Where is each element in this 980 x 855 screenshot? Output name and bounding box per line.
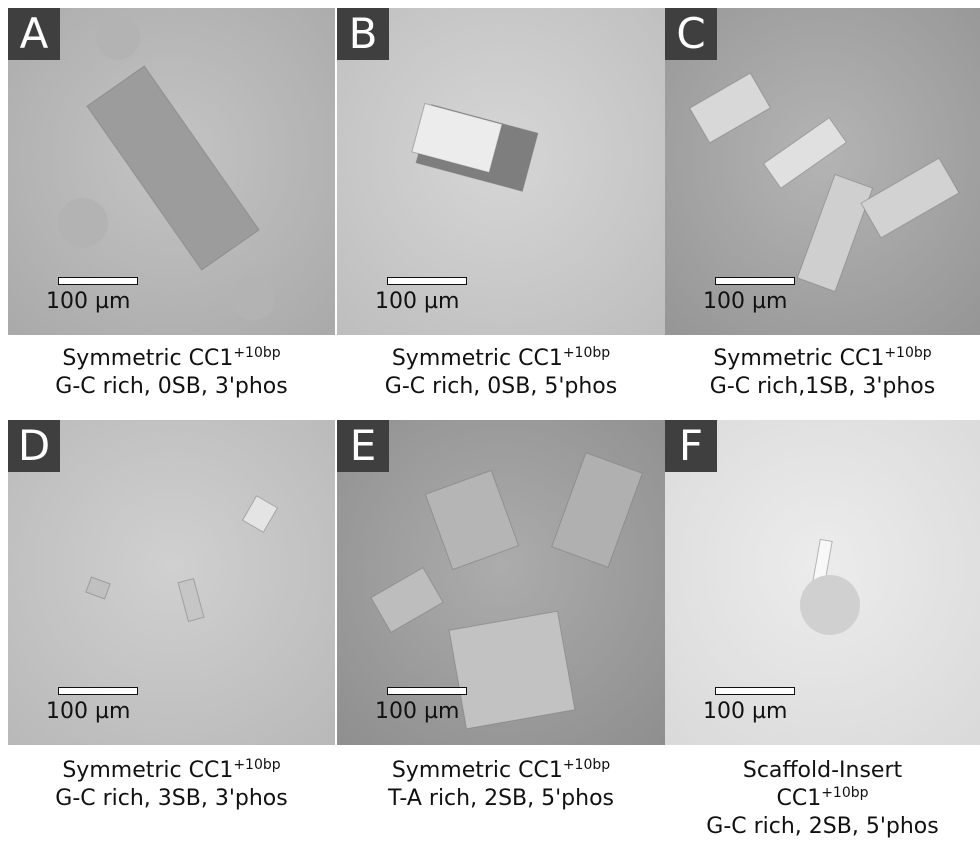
figure: A100 µmSymmetric CC1+10bpG-C rich, 0SB, … xyxy=(0,0,980,855)
caption-text: Symmetric CC1 xyxy=(713,346,884,371)
caption-line: Symmetric CC1+10bp xyxy=(8,757,335,785)
caption-text: Scaffold-Insert xyxy=(743,758,902,783)
caption-line: G-C rich,1SB, 3'phos xyxy=(665,373,980,401)
caption-text: G-C rich, 0SB, 3'phos xyxy=(55,374,287,399)
micrograph: B 100 µm xyxy=(337,8,665,335)
caption-superscript: +10bp xyxy=(563,345,610,361)
caption-line: Symmetric CC1+10bp xyxy=(665,345,980,373)
caption-text: G-C rich, 0SB, 5'phos xyxy=(385,374,617,399)
micrograph: C 100 µm xyxy=(665,8,980,335)
caption-superscript: +10bp xyxy=(233,345,280,361)
crystal xyxy=(96,16,140,60)
scale-bar xyxy=(715,687,795,695)
caption-superscript: +10bp xyxy=(821,785,868,801)
caption-superscript: +10bp xyxy=(563,757,610,773)
caption-line: G-C rich, 0SB, 5'phos xyxy=(337,373,665,401)
caption-superscript: +10bp xyxy=(884,345,931,361)
caption-text: CC1 xyxy=(776,786,821,811)
caption-text: Symmetric CC1 xyxy=(392,346,563,371)
scale-bar-label: 100 µm xyxy=(375,289,459,314)
micrograph: A 100 µm xyxy=(8,8,335,335)
crystal xyxy=(800,575,860,635)
crystal xyxy=(231,276,275,320)
caption-line: G-C rich, 3SB, 3'phos xyxy=(8,785,335,813)
caption-text: T-A rich, 2SB, 5'phos xyxy=(388,786,614,811)
scale-bar xyxy=(387,687,467,695)
caption-line: G-C rich, 0SB, 3'phos xyxy=(8,373,335,401)
caption-text: Symmetric CC1 xyxy=(62,758,233,783)
caption-text: Symmetric CC1 xyxy=(392,758,563,783)
panel-label: B xyxy=(337,8,389,60)
caption-line: Symmetric CC1+10bp xyxy=(337,345,665,373)
scale-bar-label: 100 µm xyxy=(375,699,459,724)
caption-line: CC1+10bp xyxy=(665,785,980,813)
caption-line: Scaffold-Insert xyxy=(665,757,980,785)
caption-text: G-C rich,1SB, 3'phos xyxy=(710,374,935,399)
caption-line: T-A rich, 2SB, 5'phos xyxy=(337,785,665,813)
scale-bar-label: 100 µm xyxy=(46,699,130,724)
scale-bar-label: 100 µm xyxy=(46,289,130,314)
scale-bar xyxy=(58,277,138,285)
caption-text: G-C rich, 3SB, 3'phos xyxy=(55,786,287,811)
micrograph: F 100 µm xyxy=(665,420,980,745)
scale-bar-label: 100 µm xyxy=(703,289,787,314)
crystal xyxy=(449,611,575,729)
caption-line: G-C rich, 2SB, 5'phos xyxy=(665,813,980,841)
micrograph: E 100 µm xyxy=(337,420,665,745)
caption-line: Symmetric CC1+10bp xyxy=(8,345,335,373)
scale-bar xyxy=(715,277,795,285)
crystal xyxy=(58,198,108,248)
scale-bar xyxy=(58,687,138,695)
scale-bar xyxy=(387,277,467,285)
panel-label: F xyxy=(665,420,717,472)
panel-label: A xyxy=(8,8,60,60)
micrograph: D 100 µm xyxy=(8,420,335,745)
panel-label: E xyxy=(337,420,389,472)
panel-label: D xyxy=(8,420,60,472)
caption-line: Symmetric CC1+10bp xyxy=(337,757,665,785)
caption-text: Symmetric CC1 xyxy=(62,346,233,371)
scale-bar-label: 100 µm xyxy=(703,699,787,724)
caption-text: G-C rich, 2SB, 5'phos xyxy=(706,814,938,839)
caption-superscript: +10bp xyxy=(233,757,280,773)
panel-label: C xyxy=(665,8,717,60)
